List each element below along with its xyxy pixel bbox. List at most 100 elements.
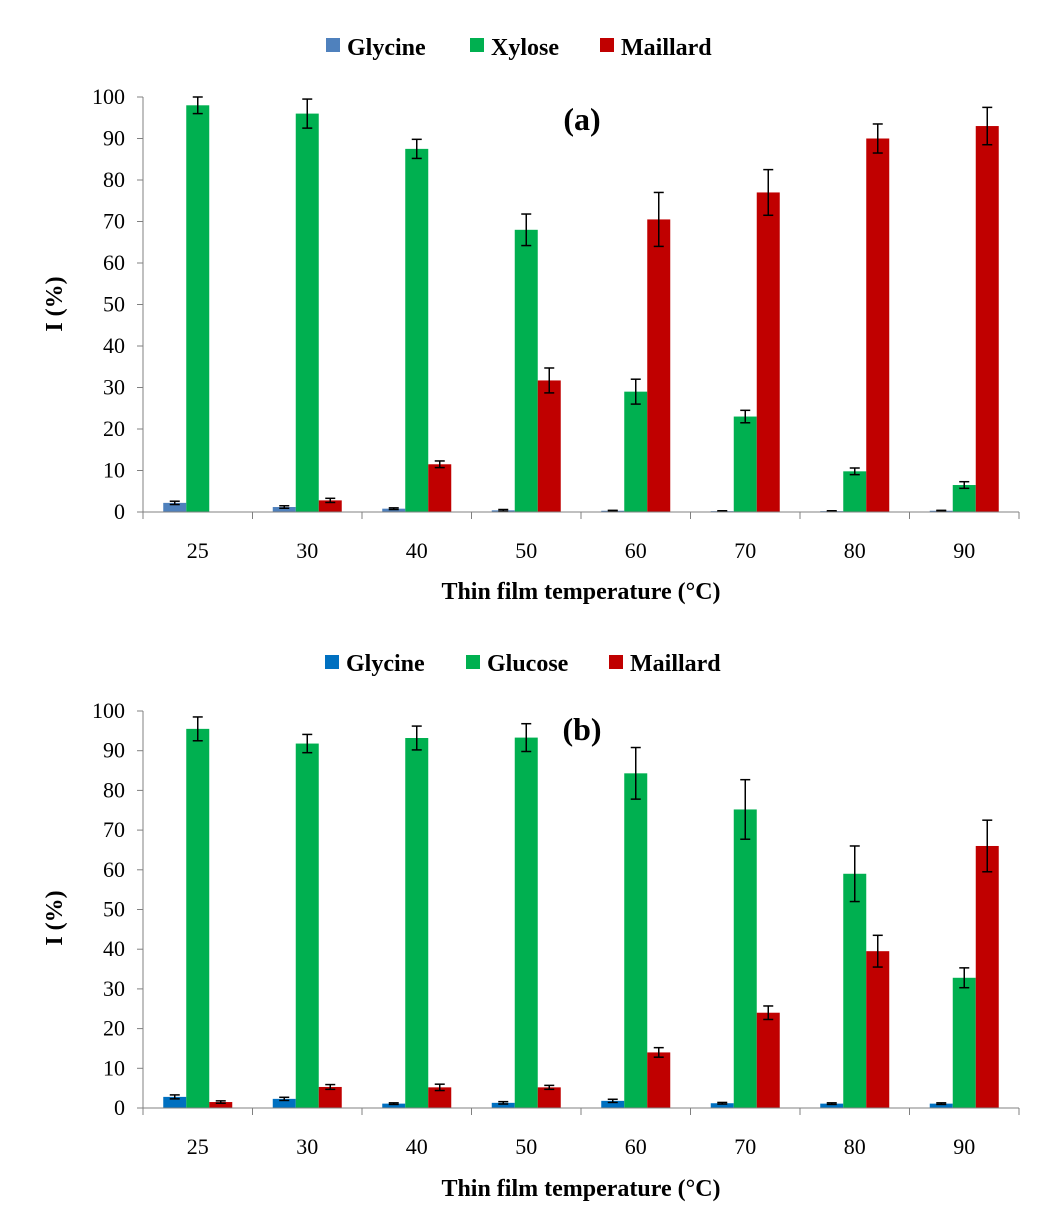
bar-glycine-70 xyxy=(710,1103,734,1108)
bar-maillard-60 xyxy=(647,1052,671,1108)
bar-glycine-80 xyxy=(820,1103,844,1108)
bar-xylose-60 xyxy=(624,391,648,512)
bar-xylose-70 xyxy=(733,416,757,512)
error-bar-glycine-60 xyxy=(607,509,618,512)
error-bar-xylose-25 xyxy=(192,96,203,115)
error-bar-maillard-90 xyxy=(982,819,993,873)
bar-glycine-30 xyxy=(272,1098,296,1108)
x-tick-label-60: 60 xyxy=(625,1134,647,1159)
y-tick-label: 20 xyxy=(103,416,125,441)
x-tick-label-25: 25 xyxy=(187,538,209,563)
bar-maillard-40 xyxy=(428,1087,452,1108)
error-bar-glycine-90 xyxy=(936,1102,947,1106)
legend-label-maillard: Maillard xyxy=(630,651,721,677)
x-tick-label-40: 40 xyxy=(406,538,428,563)
x-axis-title-a: Thin film temperature (°C) xyxy=(441,579,720,605)
y-tick-label: 70 xyxy=(103,209,125,234)
error-bar-xylose-50 xyxy=(521,213,532,247)
error-bar-glucose-30 xyxy=(302,733,313,754)
x-tick-label-70: 70 xyxy=(734,1134,756,1159)
bar-glycine-60 xyxy=(601,1100,625,1108)
error-bar-glucose-80 xyxy=(849,845,860,903)
x-axis-title-b: Thin film temperature (°C) xyxy=(441,1176,720,1202)
legend-a: Glycine Xylose Maillard xyxy=(326,35,712,61)
bar-glucose-30 xyxy=(295,743,319,1108)
error-bar-glycine-70 xyxy=(717,510,728,513)
y-tick-label: 80 xyxy=(103,167,125,192)
bar-glucose-40 xyxy=(405,737,429,1108)
x-tick-label-30: 30 xyxy=(296,1134,318,1159)
x-tick-label-80: 80 xyxy=(844,538,866,563)
bar-glucose-90 xyxy=(952,977,976,1108)
y-tick-label: 50 xyxy=(103,292,125,317)
legend-swatch-glucose xyxy=(466,655,480,669)
error-bar-xylose-70 xyxy=(740,409,751,424)
error-bar-glucose-60 xyxy=(630,746,641,800)
bar-maillard-90 xyxy=(975,845,999,1108)
x-tick-label-50: 50 xyxy=(515,538,537,563)
bar-glycine-40 xyxy=(382,1103,406,1108)
error-bar-maillard-25 xyxy=(215,1100,226,1104)
error-bar-glucose-90 xyxy=(959,967,970,989)
x-tick-labels-a: 25 30 40 50 60 70 80 90 xyxy=(187,538,976,563)
y-tick-label: 50 xyxy=(103,897,125,922)
error-bar-glycine-60 xyxy=(607,1098,618,1104)
bar-maillard-80 xyxy=(866,951,890,1108)
y-tick-label: 100 xyxy=(92,84,125,109)
x-tick-label-60: 60 xyxy=(625,538,647,563)
error-bar-glycine-40 xyxy=(388,507,399,511)
error-bar-xylose-30 xyxy=(302,98,313,129)
bar-xylose-50 xyxy=(514,229,538,513)
y-tick-label: 60 xyxy=(103,857,125,882)
bar-maillard-60 xyxy=(647,219,671,513)
x-tick-label-70: 70 xyxy=(734,538,756,563)
bar-xylose-90 xyxy=(952,485,976,512)
legend-label-xylose: Xylose xyxy=(491,35,559,61)
bar-maillard-80 xyxy=(866,138,890,512)
bar-xylose-40 xyxy=(405,148,429,512)
error-bar-glucose-50 xyxy=(521,722,532,753)
x-tick-label-40: 40 xyxy=(406,1134,428,1159)
error-bar-maillard-60 xyxy=(653,1046,664,1058)
legend-swatch-maillard xyxy=(609,655,623,669)
legend-swatch-xylose xyxy=(470,38,484,52)
bar-glucose-25 xyxy=(186,728,210,1108)
bars-a xyxy=(163,96,999,513)
error-bar-maillard-80 xyxy=(872,934,883,968)
bar-glucose-60 xyxy=(624,773,648,1108)
x-tick-label-80: 80 xyxy=(844,1134,866,1159)
error-bar-glucose-25 xyxy=(192,716,203,742)
legend-b: Glycine Glucose Maillard xyxy=(325,651,721,677)
error-bar-xylose-90 xyxy=(959,480,970,490)
x-tick-label-90: 90 xyxy=(953,1134,975,1159)
y-tick-label: 0 xyxy=(114,499,125,524)
y-tick-label: 10 xyxy=(103,458,125,483)
y-ticks-a: 0 10 20 30 40 50 60 70 80 90 100 xyxy=(92,84,143,524)
bar-maillard-70 xyxy=(756,1012,780,1108)
error-bar-glycine-50 xyxy=(498,508,509,512)
y-ticks-b: 0 10 20 30 40 50 60 70 80 90 100 xyxy=(92,698,143,1120)
error-bar-maillard-40 xyxy=(434,460,445,469)
panel-label-b: (b) xyxy=(562,711,601,747)
error-bar-maillard-50 xyxy=(544,367,555,394)
bar-maillard-30 xyxy=(318,1086,342,1108)
legend-swatch-maillard xyxy=(600,38,614,52)
legend-label-maillard: Maillard xyxy=(621,35,712,61)
y-tick-label: 80 xyxy=(103,777,125,802)
error-bar-xylose-40 xyxy=(411,138,422,160)
error-bar-maillard-40 xyxy=(434,1083,445,1092)
bar-maillard-30 xyxy=(318,500,342,512)
x-tick-labels-b: 25 30 40 50 60 70 80 90 xyxy=(187,1134,976,1159)
legend-label-glycine: Glycine xyxy=(347,35,426,61)
bar-glycine-40 xyxy=(382,508,406,512)
bar-maillard-50 xyxy=(537,380,561,512)
error-bar-maillard-80 xyxy=(872,123,883,154)
error-bar-maillard-30 xyxy=(325,497,336,504)
y-tick-label: 40 xyxy=(103,333,125,358)
error-bar-glycine-80 xyxy=(826,1102,837,1106)
x-tick-label-30: 30 xyxy=(296,538,318,563)
y-tick-label: 20 xyxy=(103,1016,125,1041)
y-tick-label: 40 xyxy=(103,936,125,961)
chart-panel-a: Glycine Xylose Maillard (a) I (%) Thin f… xyxy=(42,35,1020,605)
